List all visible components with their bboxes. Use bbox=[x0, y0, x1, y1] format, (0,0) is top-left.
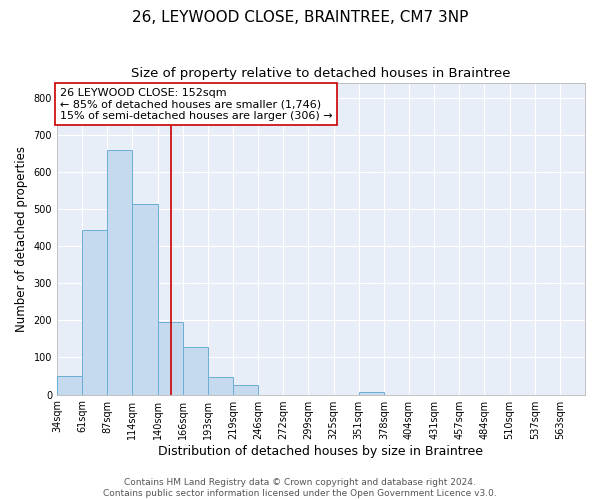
Bar bbox=[208, 377, 233, 394]
Bar bbox=[182, 348, 208, 395]
Bar bbox=[57, 376, 82, 394]
Bar bbox=[359, 392, 384, 394]
Text: 26 LEYWOOD CLOSE: 152sqm
← 85% of detached houses are smaller (1,746)
15% of sem: 26 LEYWOOD CLOSE: 152sqm ← 85% of detach… bbox=[59, 88, 332, 121]
Bar bbox=[82, 230, 107, 394]
Bar bbox=[107, 150, 133, 394]
Bar bbox=[158, 322, 182, 394]
Title: Size of property relative to detached houses in Braintree: Size of property relative to detached ho… bbox=[131, 68, 511, 80]
Text: Contains HM Land Registry data © Crown copyright and database right 2024.
Contai: Contains HM Land Registry data © Crown c… bbox=[103, 478, 497, 498]
Text: 26, LEYWOOD CLOSE, BRAINTREE, CM7 3NP: 26, LEYWOOD CLOSE, BRAINTREE, CM7 3NP bbox=[132, 10, 468, 25]
X-axis label: Distribution of detached houses by size in Braintree: Distribution of detached houses by size … bbox=[158, 444, 484, 458]
Bar bbox=[133, 204, 158, 394]
Y-axis label: Number of detached properties: Number of detached properties bbox=[15, 146, 28, 332]
Bar bbox=[233, 385, 258, 394]
